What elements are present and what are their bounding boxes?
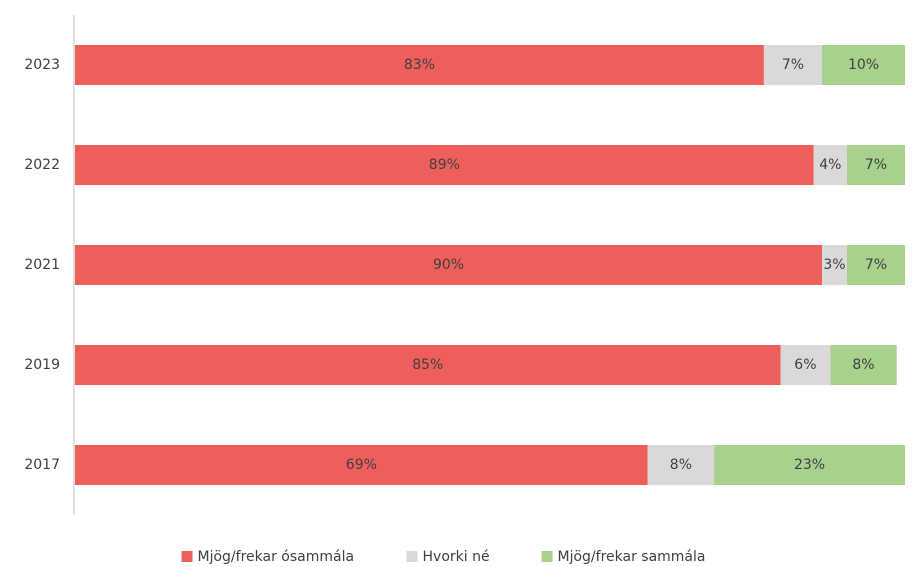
y-tick-label: 2017: [24, 457, 60, 473]
bar-segment: [647, 445, 715, 485]
bar-segment: [75, 45, 764, 85]
legend-label: Mjög/frekar sammála: [558, 549, 706, 565]
bar-segment: [75, 145, 814, 185]
data-label: 7%: [865, 257, 887, 273]
bar-segment: [763, 45, 822, 85]
y-tick-label: 2022: [24, 157, 60, 173]
data-label: 7%: [782, 57, 804, 73]
bar-segment: [75, 445, 648, 485]
bar-segment: [846, 245, 905, 285]
y-tick-label: 2023: [24, 57, 60, 73]
data-label: 7%: [865, 157, 887, 173]
data-label: 23%: [794, 457, 825, 473]
y-tick-label: 2021: [24, 257, 60, 273]
data-label: 3%: [823, 257, 845, 273]
bar-segment: [75, 245, 822, 285]
data-label: 10%: [848, 57, 879, 73]
data-label: 83%: [404, 57, 435, 73]
data-label: 85%: [412, 357, 443, 373]
legend-label: Mjög/frekar ósammála: [198, 549, 355, 565]
legend-label: Hvorki né: [423, 549, 490, 565]
legend-swatch: [181, 551, 193, 562]
legend-swatch: [406, 551, 418, 562]
bar-segment: [75, 345, 781, 385]
data-label: 90%: [433, 257, 464, 273]
bar-segment: [846, 145, 905, 185]
bar-segment: [830, 345, 897, 385]
legend-swatch: [541, 551, 553, 562]
bar-segment: [822, 245, 847, 285]
bar-segment: [813, 145, 847, 185]
data-label: 69%: [346, 457, 377, 473]
bar-segment: [822, 45, 905, 85]
y-tick-label: 2019: [24, 357, 60, 373]
data-label: 8%: [670, 457, 692, 473]
data-label: 89%: [429, 157, 460, 173]
bar-segment: [780, 345, 831, 385]
bar-segment: [714, 445, 905, 485]
data-label: 8%: [852, 357, 874, 373]
data-label: 6%: [794, 357, 816, 373]
data-label: 4%: [819, 157, 841, 173]
